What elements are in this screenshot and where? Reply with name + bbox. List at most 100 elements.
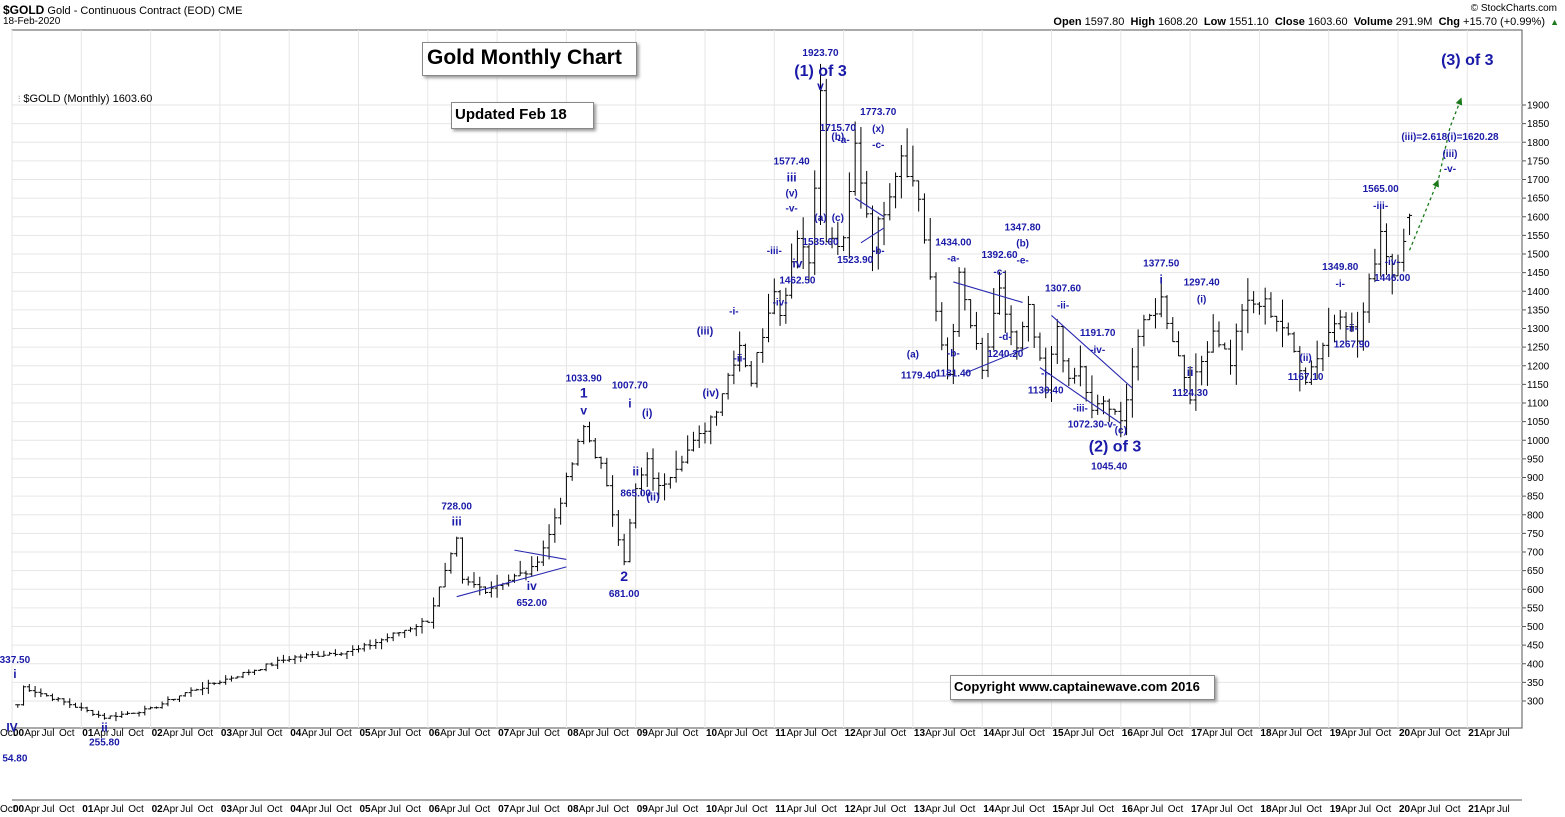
ohlc-bar (1193, 353, 1199, 411)
x-month-label: Oct (960, 728, 976, 739)
copyright-label: Copyright www.captainewave.com 2016 (954, 679, 1200, 694)
ohlc-bar (1025, 295, 1031, 342)
chg-label: Chg (1438, 16, 1460, 28)
ohlc-bar (119, 711, 125, 718)
ohlc-bar (407, 626, 413, 633)
ohlc-bar (673, 450, 679, 483)
ohlc-bar (852, 121, 858, 196)
ohlc-bar (44, 693, 50, 697)
ohlc-bar (130, 712, 136, 714)
ohlc-bar (875, 216, 881, 270)
ohlc-bar (644, 452, 650, 487)
ohlc-bar (829, 227, 835, 249)
ohlc-bar (373, 638, 379, 649)
x-month-label: Apr (1064, 728, 1080, 739)
x-month-label: Jul (1012, 728, 1025, 739)
trendline (1051, 315, 1133, 389)
ohlc-bar (205, 679, 211, 694)
ohlc-bar (425, 620, 431, 623)
wave-label: 728.00 (441, 502, 472, 513)
ohlc-bar (67, 698, 73, 708)
ohlc-bar (633, 483, 639, 529)
x-month-label: Apr (856, 728, 872, 739)
x-year-label: 14 (983, 728, 995, 739)
ohlc-bar (1383, 223, 1389, 275)
ohlc-bar (581, 424, 587, 445)
symbol: $GOLD (3, 3, 45, 17)
ohlc-bar (361, 642, 367, 652)
ohlc-bar (1181, 354, 1187, 393)
x-month-label: Jul (1497, 728, 1510, 739)
wave-label: (b) (831, 132, 844, 143)
trendline (514, 549, 567, 560)
ohlc-bar (431, 597, 437, 629)
x-month-label: Jul (1081, 728, 1094, 739)
x-month-label: Apr (371, 804, 387, 815)
ohlc-bar (107, 715, 113, 720)
ohlc-bar (540, 540, 546, 566)
ohlc-bar (1118, 401, 1124, 438)
wave-label: 1434.00 (935, 238, 972, 249)
x-month-label: Oct (59, 728, 75, 739)
ohlc-bar (714, 410, 720, 426)
open-value: 1597.80 (1084, 16, 1125, 28)
x-month-label: Oct (1445, 728, 1461, 739)
ohlc-bar (125, 711, 130, 716)
volume-label: Volume (1353, 16, 1393, 28)
x-month-label: Oct (891, 804, 907, 815)
ohlc-bar (182, 692, 188, 697)
x-month-label: Jul (319, 804, 332, 815)
wave-label: 54.80 (2, 753, 27, 764)
x-month-label: Jul (873, 804, 886, 815)
x-month-label: Jul (735, 804, 748, 815)
x-year-label: 18 (1260, 804, 1272, 815)
y-tick-label: 1150 (1527, 380, 1549, 391)
source-credit[interactable]: © StockCharts.com (1470, 3, 1557, 14)
plot-area (11, 29, 1523, 729)
x-month-label: Jul (180, 804, 193, 815)
wave-label: 1 (580, 385, 588, 401)
x-year-label: 13 (914, 804, 926, 815)
x-month-label: Oct (128, 728, 144, 739)
y-tick-label: 1850 (1527, 119, 1550, 130)
x-year-label: 10 (706, 728, 718, 739)
ohlc-bar (1008, 305, 1014, 346)
y-tick-label: 900 (1527, 473, 1544, 484)
x-month-label: Oct (198, 804, 214, 815)
wave-label: 1179.40 (901, 370, 937, 381)
x-year-label: 07 (498, 804, 510, 815)
ohlc-bar (598, 456, 604, 469)
axis-ticks: 300 350 400 450 500 550 600 650 700 750 800 850 900 9… (0, 101, 1550, 816)
ohlc-bar (968, 299, 974, 329)
x-year-label: 03 (221, 804, 233, 815)
ohlc-bar (321, 650, 327, 657)
ohlc-bar (685, 435, 691, 464)
y-tick-label: 1400 (1527, 287, 1550, 298)
x-month-label: Jul (527, 728, 540, 739)
ohlc-bar (869, 205, 875, 272)
ohlc-bar (997, 271, 1003, 315)
y-tick-label: 1750 (1527, 156, 1550, 167)
x-month-label: Oct (1306, 804, 1322, 815)
x-month-label: Apr (717, 728, 733, 739)
x-year-label: 05 (360, 728, 372, 739)
x-year-label: 21 (1468, 804, 1480, 815)
ohlc-bar (962, 267, 968, 311)
ohlc-bars (15, 63, 1413, 722)
ohlc-bar (1222, 342, 1228, 350)
instrument-name: Gold - Continuous Contract (EOD) (47, 5, 215, 17)
ohlc-bar (1407, 213, 1413, 235)
x-month-label: Oct (336, 804, 352, 815)
x-month-label: Jul (527, 804, 540, 815)
ohlc-bar (754, 351, 760, 388)
trendline (964, 346, 1029, 374)
x-month-label: Jul (873, 728, 886, 739)
x-month-label: Apr (1272, 804, 1288, 815)
ohlc-bar (96, 710, 102, 718)
ohlc-bar (615, 510, 621, 546)
x-year-label: 15 (1053, 804, 1065, 815)
wave-label: (b) (1016, 239, 1029, 250)
x-year-label: 01 (82, 804, 94, 815)
chart-title-box: Gold Monthly Chart (422, 42, 637, 76)
